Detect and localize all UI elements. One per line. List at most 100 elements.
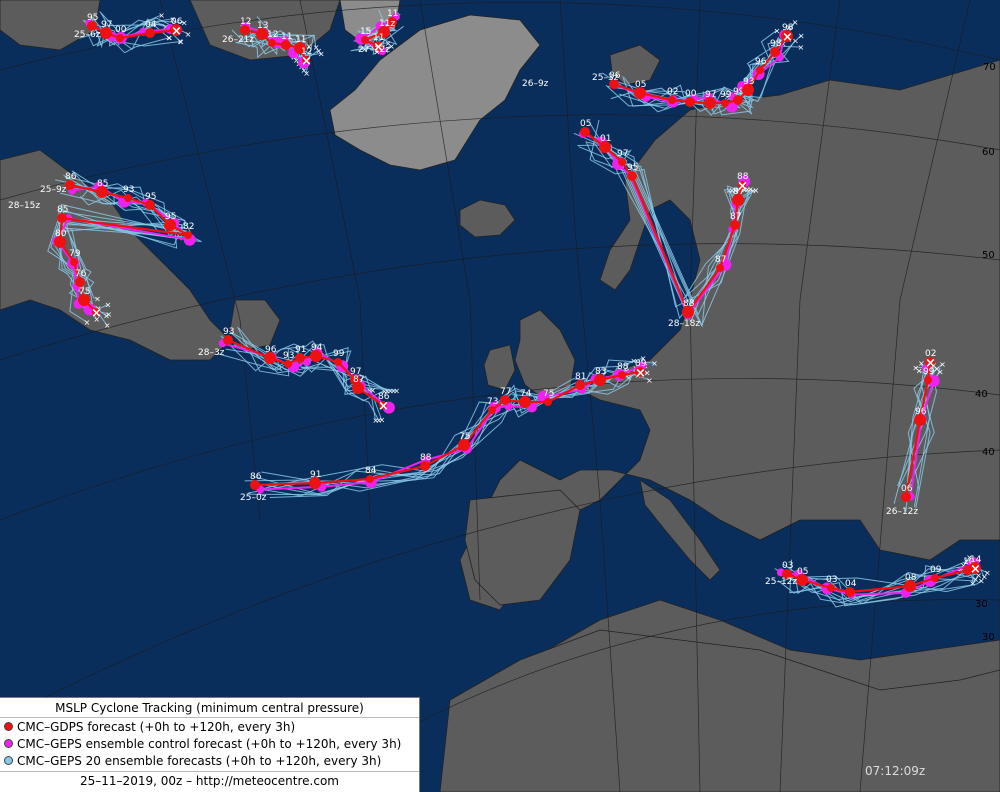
ensemble-end-marker: × <box>732 186 739 195</box>
ensemble-end-marker: × <box>729 186 736 195</box>
pressure-label: 87 <box>715 255 726 265</box>
gdps-point <box>770 47 780 57</box>
lat-label-30a: 30 <box>975 599 988 610</box>
pressure-label: 89 <box>635 359 647 369</box>
gdps-point <box>594 374 606 386</box>
gdps-point <box>65 180 75 190</box>
ensemble-end-marker: × <box>930 361 937 370</box>
legend-item-label: CMC–GEPS ensemble control forecast (+0h … <box>17 736 402 751</box>
pressure-label: 74 <box>520 389 532 399</box>
pressure-label: 73 <box>487 397 498 407</box>
gdps-point <box>732 194 744 206</box>
legend-item-label: CMC–GEPS 20 ensemble forecasts (+0h to +… <box>17 753 382 768</box>
gdps-point <box>458 439 470 451</box>
lat-label-30b: 30 <box>982 632 995 643</box>
ensemble-end-marker: × <box>798 31 805 40</box>
gdps-point <box>352 382 364 394</box>
gdps-point <box>925 357 935 367</box>
gdps-point <box>599 141 611 153</box>
track-atlantic-south: ××××××××××86918488757377747581838889×25–… <box>240 354 658 503</box>
ensemble-end-marker: × <box>972 575 979 584</box>
track-start-label: 26–9z <box>522 79 549 89</box>
ensemble-end-marker: × <box>978 577 985 586</box>
pressure-label: 85 <box>97 179 108 189</box>
track-end-label: 28–18z <box>668 319 700 329</box>
gdps-end-marker: × <box>378 399 389 414</box>
gdps-point <box>634 87 646 99</box>
gdps-point <box>256 28 268 40</box>
ensemble-end-marker: × <box>303 69 310 78</box>
geps-control-dot-icon <box>4 739 13 748</box>
pressure-label: 11 <box>387 9 398 19</box>
track-labrador: ××××××××××8685939595828580797675×25–9z28… <box>8 170 202 330</box>
ensemble-member-track <box>907 368 937 491</box>
pressure-label: 77 <box>500 387 511 397</box>
ensemble-end-marker: × <box>960 561 967 570</box>
pressure-label: 05 <box>797 567 808 577</box>
pressure-label: 03 <box>826 575 837 585</box>
gdps-point <box>54 236 66 248</box>
cyclone-tracks: ××××××××××8685939595828580797675×25–9z28… <box>8 9 991 608</box>
gdps-point <box>721 99 729 107</box>
pressure-label: 04 <box>845 579 857 589</box>
lat-label-60: 60 <box>982 147 995 158</box>
gdps-point <box>827 584 835 592</box>
pressure-label: 87 <box>730 212 741 222</box>
pressure-label: 75 <box>459 432 470 442</box>
gdps-point <box>284 360 292 368</box>
control-point <box>302 357 311 366</box>
pressure-label: 95 <box>87 13 98 23</box>
ensemble-member-track <box>905 370 937 512</box>
pressure-label: 93 <box>283 351 294 361</box>
ensemble-end-marker: × <box>623 366 630 375</box>
pressure-label: 05 <box>635 80 646 90</box>
lat-label-40a: 40 <box>975 389 988 400</box>
gdps-point <box>738 181 746 189</box>
pressure-label: 06 <box>171 17 183 27</box>
pressure-label: 86 <box>250 472 262 482</box>
ireland <box>483 344 516 391</box>
ensemble-member-track <box>605 30 777 109</box>
ensemble-end-marker: × <box>651 359 658 368</box>
legend-item-geps-members: CMC–GEPS 20 ensemble forecasts (+0h to +… <box>0 752 419 769</box>
track-start-label: 25–12z <box>765 577 797 587</box>
gdps-end-marker: × <box>737 179 748 194</box>
pressure-label: 88 <box>617 362 629 372</box>
ensemble-member-track <box>61 189 196 315</box>
pressure-label: 99 <box>733 87 745 97</box>
gdps-point <box>309 477 321 489</box>
gdps-point <box>544 398 552 406</box>
ensemble-member-track <box>233 343 370 391</box>
gdps-end-marker: × <box>970 562 981 577</box>
ensemble-end-marker: × <box>374 47 381 56</box>
pressure-label: 05 <box>580 119 591 129</box>
track-start-label: 25–6z <box>74 30 101 40</box>
gdps-dot-icon <box>4 722 13 731</box>
gdps-point <box>264 352 276 364</box>
ensemble-member-track <box>264 357 643 485</box>
ensemble-end-marker: × <box>912 363 919 372</box>
ensemble-member-track <box>614 38 789 111</box>
pressure-label: 93 <box>223 327 234 337</box>
ensemble-end-marker: × <box>646 376 653 385</box>
pressure-label: 91 <box>295 345 306 355</box>
pressure-label: 11 <box>295 35 306 45</box>
legend-title: MSLP Cyclone Tracking (minimum central p… <box>0 698 419 718</box>
pressure-label: 12 <box>301 47 312 57</box>
gdps-point <box>116 34 124 42</box>
track-end-label: 28–15z <box>8 201 40 211</box>
ensemble-member-track <box>228 330 379 421</box>
gdps-end-marker: × <box>373 40 384 55</box>
north-africa <box>439 629 1000 792</box>
ensemble-end-marker: × <box>975 571 982 580</box>
gdps-point <box>575 380 585 390</box>
pressure-label: 96 <box>265 345 277 355</box>
pressure-label: 91 <box>310 470 321 480</box>
ensemble-end-marker: × <box>379 416 386 425</box>
pressure-label: 95 <box>165 212 176 222</box>
